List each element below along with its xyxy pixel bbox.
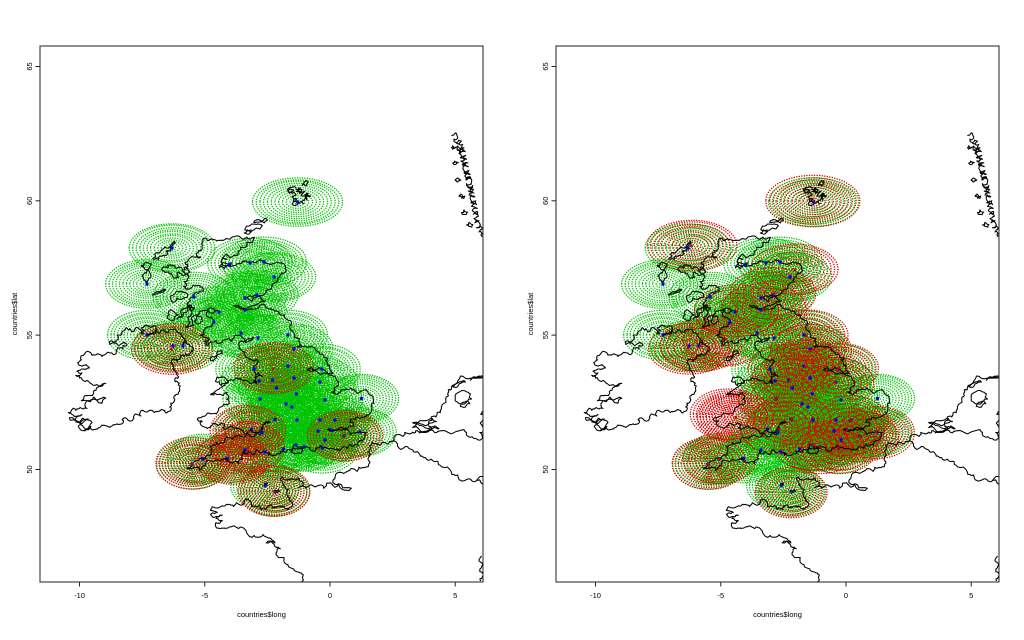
svg-text:0: 0 — [844, 591, 848, 600]
svg-text:-5: -5 — [201, 591, 208, 600]
svg-text:65: 65 — [541, 62, 550, 70]
svg-text:55: 55 — [25, 331, 34, 339]
svg-text:-5: -5 — [717, 591, 724, 600]
svg-text:5: 5 — [453, 591, 457, 600]
svg-text:65: 65 — [25, 62, 34, 70]
svg-text:50: 50 — [541, 465, 550, 473]
svg-text:-10: -10 — [74, 591, 85, 600]
svg-text:countries$lat: countries$lat — [10, 292, 19, 335]
svg-text:-10: -10 — [590, 591, 601, 600]
svg-text:50: 50 — [25, 465, 34, 473]
svg-text:countries$lat: countries$lat — [526, 292, 535, 335]
svg-text:55: 55 — [541, 331, 550, 339]
svg-text:60: 60 — [25, 197, 34, 205]
svg-text:60: 60 — [541, 197, 550, 205]
svg-text:0: 0 — [328, 591, 332, 600]
svg-text:5: 5 — [969, 591, 973, 600]
svg-text:countries$long: countries$long — [753, 610, 802, 619]
svg-text:countries$long: countries$long — [237, 610, 286, 619]
